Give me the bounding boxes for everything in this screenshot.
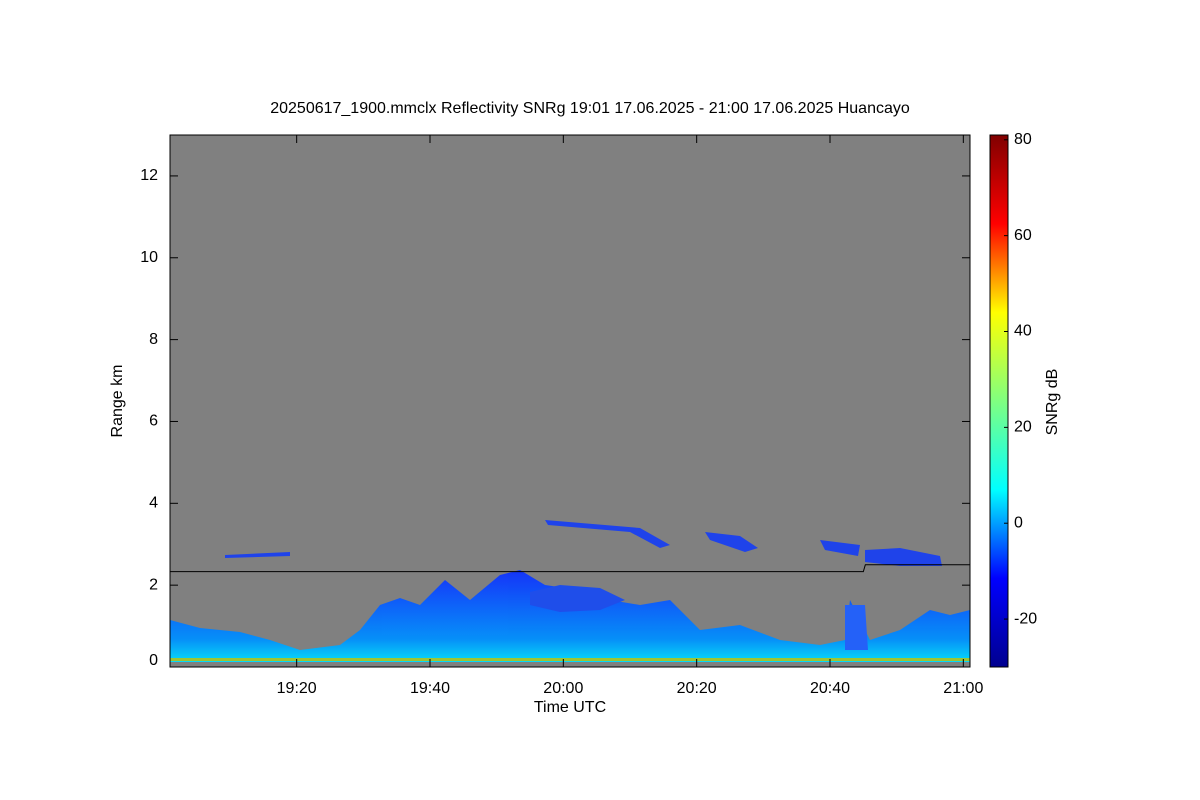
y-tick-label: 12	[140, 167, 158, 184]
plot-background	[170, 135, 970, 667]
x-axis-label: Time UTC	[534, 699, 606, 716]
echo-region	[845, 605, 868, 650]
y-tick-label: 10	[140, 249, 158, 266]
x-tick-label: 20:00	[543, 680, 583, 697]
x-tick-label: 20:20	[677, 680, 717, 697]
x-tick-label: 20:40	[810, 680, 850, 697]
echo-region	[530, 585, 625, 612]
echo-region	[225, 552, 290, 558]
colorbar-tick-label: 60	[1014, 227, 1032, 244]
y-tick-label: 6	[149, 413, 158, 430]
boundary-line	[170, 564, 970, 573]
echo-region	[170, 658, 970, 661]
y-axis-label: Range km	[109, 365, 126, 438]
colorbar-tick-label: -20	[1014, 610, 1037, 627]
echo-region	[545, 520, 670, 548]
x-tick-label: 19:40	[410, 680, 450, 697]
colorbar-tick-label: 0	[1014, 514, 1023, 531]
colorbar	[989, 134, 1009, 668]
echo-region	[170, 570, 970, 662]
plot-frame	[169, 134, 971, 668]
x-tick-label: 19:20	[277, 680, 317, 697]
colorbar-tick-label: 40	[1014, 323, 1032, 340]
colorbar-tick-label: 80	[1014, 131, 1032, 148]
colorbar-tick-label: 20	[1014, 419, 1032, 436]
echo-region	[865, 548, 942, 566]
y-tick-label: 8	[149, 331, 158, 348]
chart-title: 20250617_1900.mmclx Reflectivity SNRg 19…	[270, 100, 910, 117]
echo-region	[820, 540, 860, 556]
echo-layer	[170, 520, 970, 662]
x-tick-label: 21:00	[943, 680, 983, 697]
colorbar-label: SNRg dB	[1044, 369, 1061, 436]
echo-region	[705, 532, 758, 552]
y-tick-label: 2	[149, 576, 158, 593]
y-tick-label: 4	[149, 495, 158, 512]
y-tick-label: 0	[149, 652, 158, 669]
